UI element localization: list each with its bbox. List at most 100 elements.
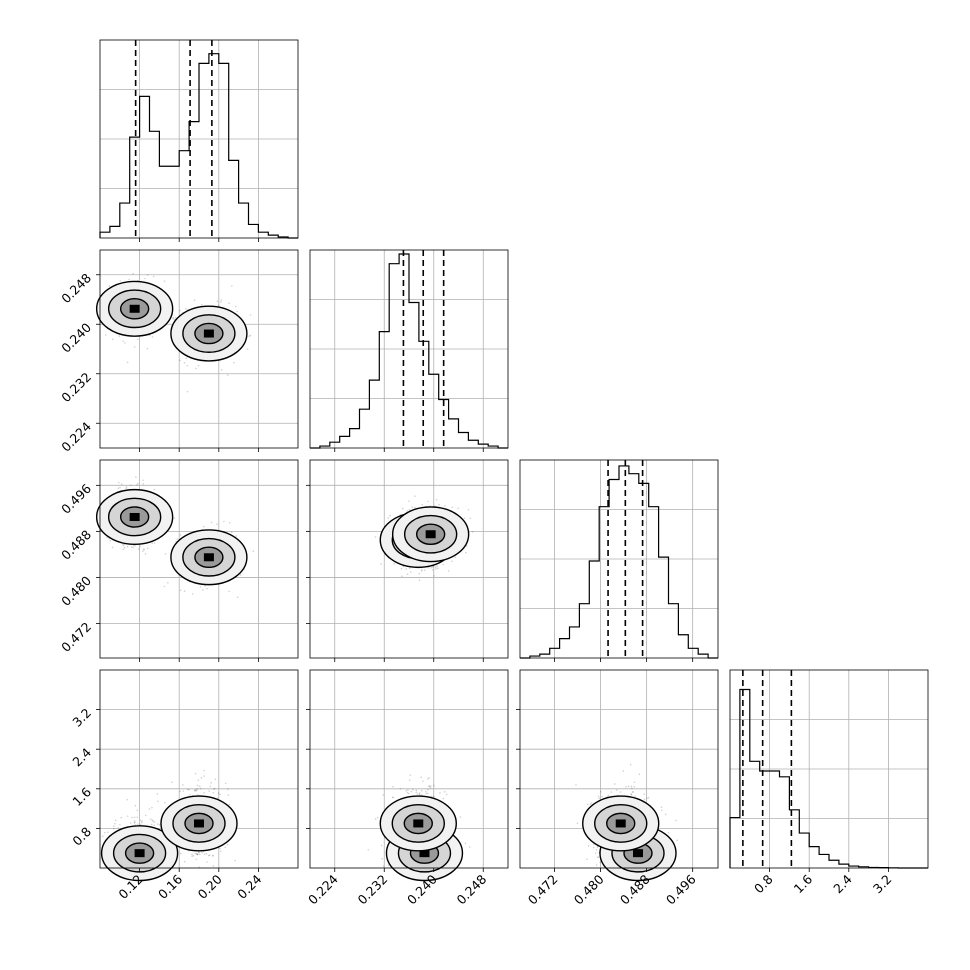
sample-point — [203, 775, 205, 777]
sample-point — [228, 590, 230, 593]
sample-point — [425, 792, 427, 795]
sample-point — [153, 488, 156, 491]
sample-point — [464, 842, 467, 845]
sample-point — [412, 788, 414, 791]
sample-point — [667, 832, 670, 834]
panel-frame — [99, 39, 299, 239]
sample-point — [203, 792, 205, 794]
sample-point — [421, 568, 423, 571]
sample-point — [192, 854, 195, 857]
sample-point — [587, 845, 590, 847]
sample-point — [430, 785, 432, 787]
sample-point — [194, 772, 197, 775]
sample-point — [206, 587, 208, 590]
sample-point — [598, 797, 601, 800]
sample-point — [149, 818, 152, 821]
y-tick-label: 1.6 — [69, 784, 94, 809]
sample-point — [139, 823, 142, 826]
sample-point — [630, 785, 633, 788]
sample-point — [129, 484, 132, 486]
sample-point — [410, 571, 412, 573]
sample-point — [228, 521, 231, 524]
sample-point — [389, 514, 391, 517]
sample-point — [367, 848, 370, 851]
sample-point — [151, 336, 154, 338]
sample-point — [415, 789, 418, 792]
sample-point — [141, 820, 144, 822]
sample-point — [194, 789, 196, 792]
sample-point — [112, 828, 115, 830]
sample-point — [136, 484, 138, 486]
y-tick-label: 0.224 — [58, 419, 94, 455]
sample-point — [647, 797, 650, 799]
sample-point — [219, 301, 222, 303]
density-peak — [203, 329, 214, 338]
sample-point — [376, 816, 379, 819]
sample-point — [118, 335, 121, 337]
sample-point — [415, 791, 418, 794]
sample-point — [203, 853, 206, 856]
sample-point — [200, 776, 203, 779]
sample-point — [410, 790, 413, 793]
sample-point — [408, 567, 411, 570]
sample-point — [136, 338, 139, 341]
sample-point — [444, 505, 446, 507]
sample-point — [179, 589, 182, 592]
sample-point — [213, 788, 215, 791]
sample-point — [198, 785, 201, 788]
sample-point — [228, 302, 230, 305]
sample-point — [409, 774, 412, 776]
sample-point — [196, 789, 198, 792]
y-tick-label: 0.472 — [58, 619, 94, 655]
sample-point — [220, 299, 223, 301]
sample-point — [212, 791, 215, 794]
panel-frame — [309, 249, 509, 449]
panel-3-2: 0.472 0.480 0.488 0.496 — [516, 669, 719, 907]
sample-point — [198, 853, 201, 856]
sample-point — [120, 483, 123, 485]
sample-point — [401, 507, 404, 510]
sample-point — [430, 566, 433, 569]
sample-point — [465, 551, 467, 554]
sample-point — [471, 530, 474, 533]
sample-point — [431, 565, 434, 568]
sample-point — [387, 517, 390, 519]
sample-point — [429, 786, 432, 789]
sample-point — [437, 567, 439, 570]
sample-point — [219, 793, 221, 796]
sample-point — [212, 865, 215, 867]
sample-point — [380, 563, 382, 565]
sample-point — [234, 859, 236, 862]
sample-point — [163, 585, 166, 588]
sample-point — [235, 535, 237, 537]
sample-point — [586, 858, 588, 860]
sample-point — [433, 784, 435, 787]
sample-point — [597, 856, 600, 859]
y-tick-label: 0.496 — [58, 481, 94, 517]
sample-point — [216, 300, 219, 303]
sample-point — [191, 853, 193, 856]
sample-point — [199, 787, 202, 790]
sample-point — [108, 285, 111, 287]
sample-point — [447, 570, 450, 572]
sample-point — [174, 317, 177, 319]
sample-point — [148, 808, 151, 810]
sample-point — [179, 534, 182, 536]
sample-point — [236, 596, 239, 599]
sample-point — [400, 567, 403, 570]
sample-point — [176, 538, 179, 540]
sample-point — [416, 793, 419, 795]
sample-point — [186, 390, 189, 393]
sample-point — [204, 585, 206, 587]
sample-point — [146, 274, 149, 276]
sample-point — [139, 545, 141, 548]
sample-point — [133, 816, 136, 819]
sample-point — [405, 568, 407, 570]
sample-point — [228, 803, 231, 806]
density-peak — [194, 819, 204, 828]
sample-point — [136, 823, 139, 825]
sample-point — [179, 359, 181, 362]
sample-point — [436, 565, 438, 567]
sample-point — [599, 790, 602, 793]
